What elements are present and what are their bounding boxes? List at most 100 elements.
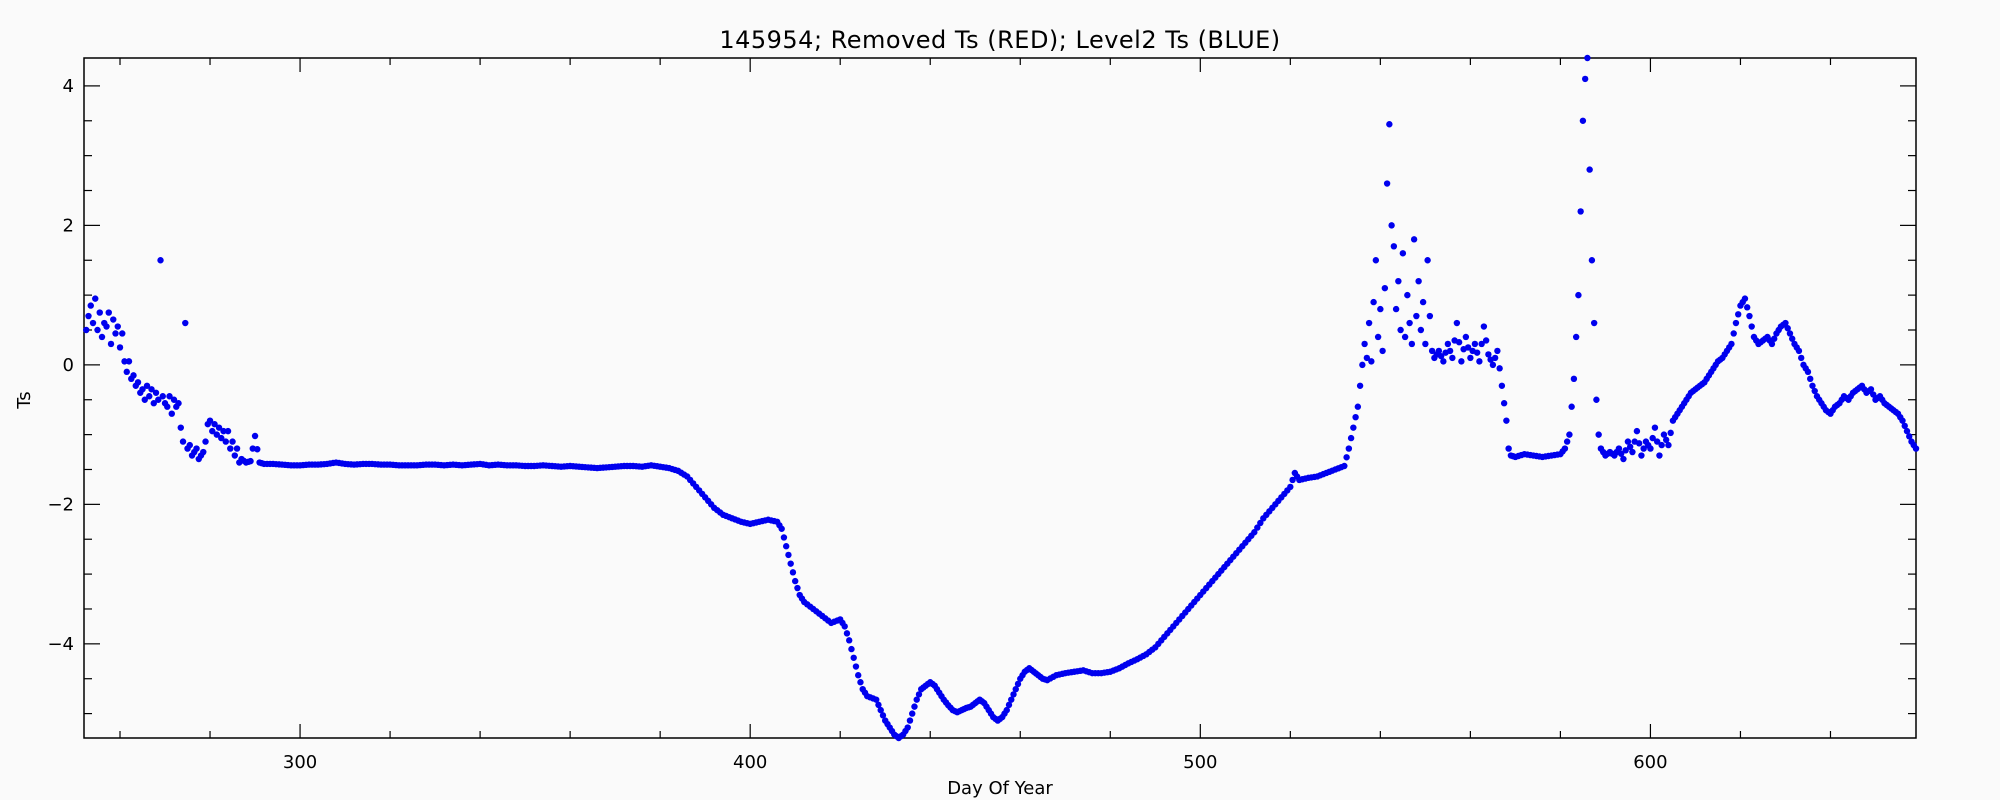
data-point xyxy=(782,543,790,550)
data-point xyxy=(1368,358,1375,365)
data-point xyxy=(1903,427,1911,435)
x-axis-title: Day Of Year xyxy=(947,778,1053,799)
data-point xyxy=(1350,424,1357,431)
data-point xyxy=(1471,340,1479,348)
data-point xyxy=(1728,340,1735,348)
data-point xyxy=(1629,448,1636,456)
data-point xyxy=(202,438,209,445)
data-point xyxy=(146,393,153,400)
data-point xyxy=(1359,361,1366,369)
data-point xyxy=(251,432,259,440)
data-point xyxy=(1014,680,1022,688)
data-point xyxy=(1798,354,1805,362)
data-point xyxy=(152,389,160,396)
data-point xyxy=(794,584,801,592)
data-point xyxy=(220,427,227,435)
data-point xyxy=(1390,243,1398,250)
data-point xyxy=(1482,337,1490,344)
data-point xyxy=(1476,358,1483,365)
data-point xyxy=(1870,391,1877,398)
data-point xyxy=(1494,347,1501,355)
data-point xyxy=(1620,455,1627,463)
data-point xyxy=(1782,319,1789,327)
data-point xyxy=(1419,298,1427,306)
x-axis: 300 400 500 600 xyxy=(119,58,1832,773)
data-point xyxy=(1383,180,1391,187)
data-point xyxy=(1579,117,1587,124)
data-point xyxy=(1444,340,1452,348)
data-point xyxy=(1624,438,1632,445)
data-point xyxy=(186,441,193,449)
y-axis-title: Ts xyxy=(14,391,35,409)
data-point xyxy=(1633,427,1641,435)
data-point xyxy=(92,295,99,302)
data-point xyxy=(1395,277,1402,285)
data-point xyxy=(1480,323,1488,330)
data-point xyxy=(1577,208,1584,215)
data-point xyxy=(1748,323,1755,330)
data-point xyxy=(1404,291,1411,299)
data-point xyxy=(1413,312,1420,320)
data-point xyxy=(1660,431,1668,438)
x-tick-label: 500 xyxy=(1183,752,1217,773)
data-point xyxy=(1392,305,1400,313)
data-point xyxy=(1381,284,1389,292)
data-point xyxy=(1638,452,1645,459)
y-tick-label: 4 xyxy=(63,76,74,97)
data-point xyxy=(1010,691,1017,698)
data-point xyxy=(789,569,797,576)
data-point xyxy=(1352,413,1359,421)
data-point xyxy=(215,424,223,431)
y-tick-label: −2 xyxy=(47,494,74,515)
data-point xyxy=(850,654,857,661)
data-point xyxy=(1446,347,1454,355)
data-point xyxy=(1626,443,1634,451)
data-point xyxy=(1401,333,1409,341)
data-point xyxy=(1374,333,1382,341)
data-point xyxy=(1649,434,1656,442)
data-point xyxy=(155,396,162,403)
data-point xyxy=(1795,347,1803,355)
data-point xyxy=(1417,326,1425,334)
data-point xyxy=(103,323,110,330)
data-point xyxy=(141,396,148,403)
data-point xyxy=(1440,358,1447,365)
data-point xyxy=(1415,277,1422,285)
data-point xyxy=(1744,304,1751,311)
data-point xyxy=(1503,417,1510,424)
data-point xyxy=(1356,382,1364,389)
data-point xyxy=(1590,319,1598,327)
data-point xyxy=(105,309,112,316)
data-point xyxy=(157,257,164,264)
data-point xyxy=(1561,445,1569,452)
data-point xyxy=(166,393,173,400)
data-point xyxy=(1665,441,1672,449)
data-point xyxy=(1257,519,1264,527)
data-point xyxy=(1347,434,1355,442)
data-point xyxy=(1464,344,1472,351)
data-point xyxy=(1435,347,1443,355)
data-point xyxy=(1345,445,1353,452)
data-point xyxy=(1584,54,1591,62)
data-point xyxy=(1254,524,1261,531)
data-point xyxy=(175,400,182,407)
data-point xyxy=(1730,330,1737,337)
y-tick-label: 0 xyxy=(63,355,74,376)
data-point xyxy=(110,316,117,323)
data-point xyxy=(170,396,178,403)
data-point xyxy=(254,446,261,453)
data-point xyxy=(1458,358,1465,365)
data-point xyxy=(1667,429,1674,437)
data-point xyxy=(1372,257,1380,264)
data-point xyxy=(123,368,130,376)
data-point xyxy=(1008,696,1015,703)
data-point xyxy=(193,445,200,452)
data-point xyxy=(1811,387,1818,395)
data-point xyxy=(222,438,229,445)
data-point xyxy=(1622,447,1629,454)
data-point xyxy=(125,358,133,365)
data-points xyxy=(83,54,1920,742)
data-point xyxy=(206,417,214,424)
data-point xyxy=(875,701,882,709)
